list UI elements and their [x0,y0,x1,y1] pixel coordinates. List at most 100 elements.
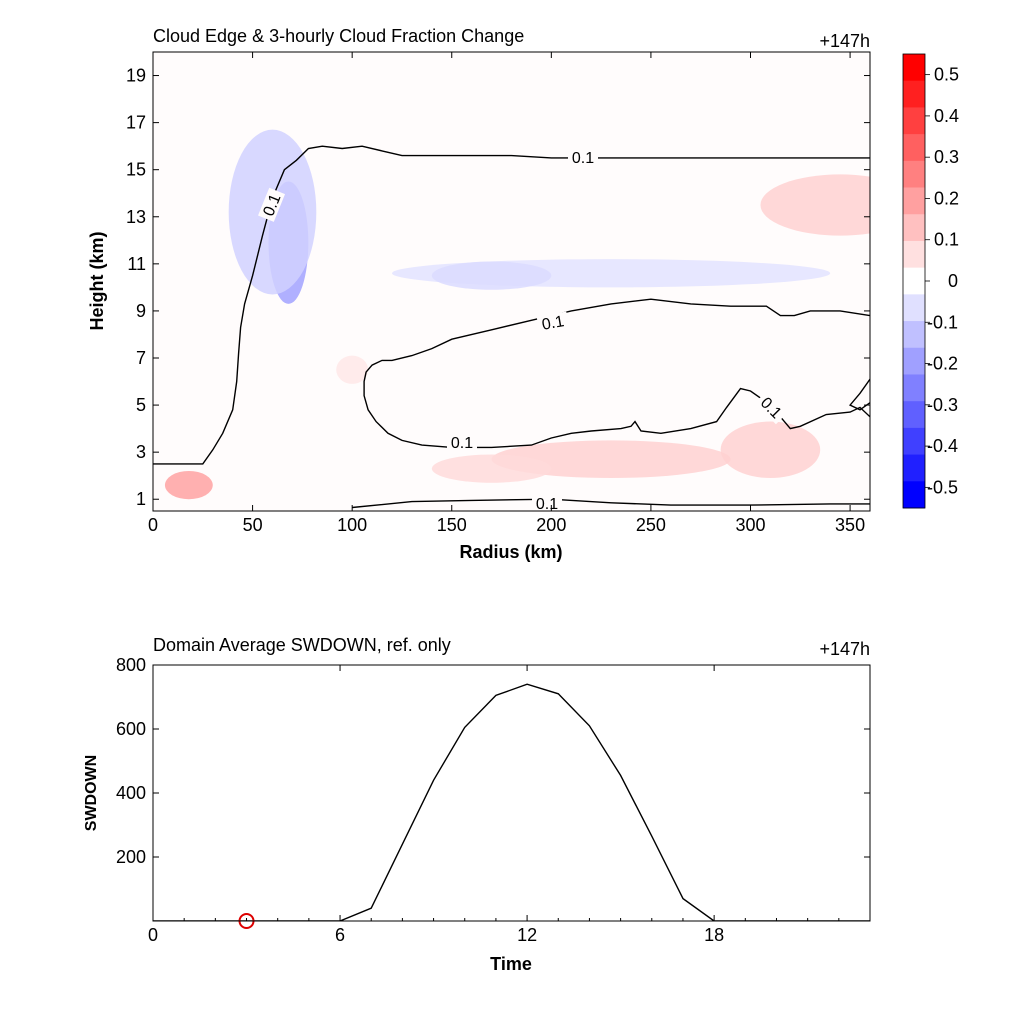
y-tick-label: 1 [136,489,146,509]
swdown-tick-label: 400 [116,783,146,803]
y-tick-label: 13 [126,207,146,227]
cloud-fraction-panel: 0.10.10.10.10.10.1 0 50 100 150 200 250 300 350… [87,26,871,562]
colorbar-block-11 [903,347,925,375]
swdown-chart-title: Domain Average SWDOWN, ref. only [153,635,451,655]
x-tick-label: 300 [735,515,765,535]
colorbar-block-8 [903,267,925,295]
time-tick-label: 0 [148,925,158,945]
colorbar-block-1 [903,80,925,108]
field-anomaly-5 [431,454,552,483]
cloud-y-axis-label: Height (km) [87,231,107,330]
colorbar-tick-label: 0.3 [934,147,959,167]
y-tick-label: 3 [136,442,146,462]
colorbar-tick-label: -0.5 [927,477,958,497]
contour-label-bg [568,149,598,166]
colorbar-tick-label: -0.2 [927,354,958,374]
colorbar-block-3 [903,134,925,162]
contour-label-text: 0.1 [451,435,473,452]
colorbar-block-13 [903,401,925,429]
contour-label-text: 0.1 [536,496,558,513]
x-tick-label: 0 [148,515,158,535]
contour-label-text: 0.1 [541,313,566,334]
y-tick-label: 7 [136,348,146,368]
colorbar-blocks [903,54,925,509]
contour-label-bg [536,311,570,334]
time-tick-label: 6 [335,925,345,945]
swdown-x-axis-label: Time [490,954,532,974]
swdown-line [153,683,870,921]
contour-label-0: 0.1 [568,149,598,167]
swdown-tick-label: 200 [116,847,146,867]
colorbar-tick-label: 0.2 [934,188,959,208]
contour-label-bg [447,434,477,451]
colorbar-block-16 [903,481,925,509]
colorbar-block-5 [903,187,925,215]
contour-label-3: 0.1 [447,434,477,452]
colorbar-block-10 [903,321,925,349]
contour-label-bg [754,391,788,425]
field-anomaly-0 [164,470,213,500]
colorbar-tick-label: -0.4 [927,436,958,456]
contour-label-2: 0.1 [536,311,570,334]
swdown-line-series [153,683,870,921]
y-tick-label: 11 [127,254,146,274]
swdown-tick-label: 800 [116,655,146,675]
swdown-y-axis: 200 400 600 800 [116,655,870,867]
swdown-x-axis: 0 6 12 18 [148,665,840,945]
colorbar-block-6 [903,214,925,242]
colorbar-tick-label: 0.4 [934,106,959,126]
swdown-plot-background [153,665,870,921]
x-tick-label: 350 [835,515,865,535]
x-tick-label: 250 [636,515,666,535]
colorbar-block-4 [903,160,925,188]
colorbar-tick-label: -0.1 [927,312,958,332]
cloud-plot-frame [152,51,871,512]
contour-line-1 [363,298,870,449]
x-tick-label: 50 [243,515,263,535]
colorbar: 0.5 0.4 0.3 0.2 0.1 0 -0.1 -0.2 -0.3 -0.4 -0.5 [902,53,959,509]
swdown-time-label: +147h [819,639,870,659]
colorbar-block-14 [903,427,925,455]
field-anomaly-6 [720,421,821,479]
cloud-fraction-field [164,129,870,500]
colorbar-block-2 [903,107,925,135]
cloud-x-axis-label: Radius (km) [459,542,562,562]
swdown-tick-label: 600 [116,719,146,739]
colorbar-block-9 [903,294,925,322]
x-tick-label: 100 [337,515,367,535]
colorbar-tick-label: 0.5 [934,65,959,85]
colorbar-ticks: 0.5 0.4 0.3 0.2 0.1 0 -0.1 -0.2 -0.3 -0.4 -0.5 [925,65,959,497]
y-tick-label: 17 [126,113,146,133]
field-anomaly-8 [431,261,552,290]
contour-line-3 [352,498,870,509]
x-tick-label: 150 [437,515,467,535]
contour-line-2 [848,378,870,411]
colorbar-tick-label: -0.3 [927,395,958,415]
x-tick-label: 200 [536,515,566,535]
colorbar-block-0 [903,54,925,82]
y-tick-label: 19 [126,66,146,86]
field-anomaly-3 [760,174,870,236]
colorbar-block-15 [903,454,925,482]
cloud-chart-title: Cloud Edge & 3-hourly Cloud Fraction Cha… [153,26,524,46]
y-tick-label: 5 [136,395,146,415]
contour-label-5: 0.1 [532,495,562,513]
y-tick-label: 15 [126,160,146,180]
time-tick-label: 18 [704,925,724,945]
y-tick-label: 9 [136,301,146,321]
cloud-time-label: +147h [819,31,870,51]
colorbar-block-7 [903,240,925,269]
field-anomaly-9 [336,355,369,384]
time-tick-label: 12 [517,925,537,945]
swdown-y-axis-label: SWDOWN [83,755,100,831]
contour-label-text: 0.1 [572,150,594,167]
colorbar-tick-label: 0.1 [934,230,959,250]
cloud-x-axis: 0 50 100 150 200 250 300 350 [148,52,865,535]
contour-label-bg [532,495,562,512]
swdown-panel: 0 6 12 18 200 400 600 800 Domain Average SWDOW… [83,635,871,974]
colorbar-tick-label: 0 [948,271,958,291]
contour-label-bg [258,187,286,222]
colorbar-block-12 [903,374,925,402]
